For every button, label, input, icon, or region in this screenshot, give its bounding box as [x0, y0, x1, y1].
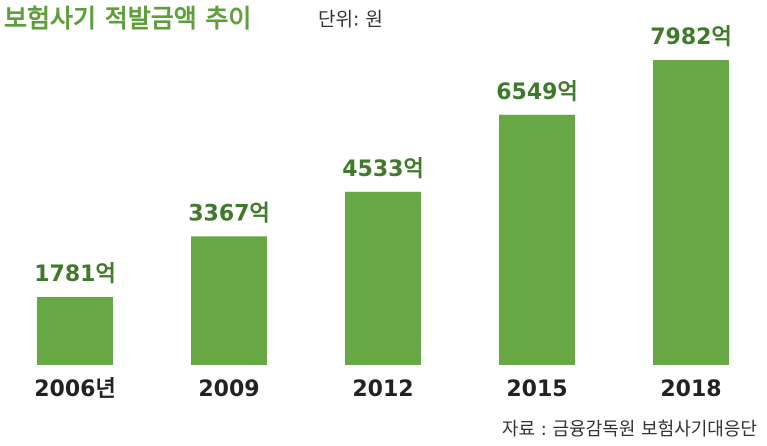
value-label: 7982억: [650, 25, 731, 50]
bar: [191, 236, 267, 365]
value-label: 3367억: [188, 201, 269, 226]
bar: [499, 114, 575, 366]
x-tick-label: 2012: [352, 377, 413, 402]
x-tick-label: 2006년: [34, 377, 115, 402]
x-tick-label: 2018: [660, 377, 721, 402]
chart-title: 보험사기 적발금액 추이: [4, 4, 251, 33]
chart-subtitle: 단위: 원: [318, 9, 383, 31]
bar: [653, 60, 729, 365]
bar: [37, 296, 113, 365]
value-label: 6549억: [496, 80, 577, 105]
value-label: 4533억: [342, 157, 423, 182]
bar: [345, 191, 421, 365]
x-tick-label: 2009: [198, 377, 259, 402]
value-label: 1781억: [34, 262, 115, 287]
source: 자료 : 금융감독원 보험사기대응단: [502, 419, 757, 440]
x-tick-label: 2015: [506, 377, 567, 402]
